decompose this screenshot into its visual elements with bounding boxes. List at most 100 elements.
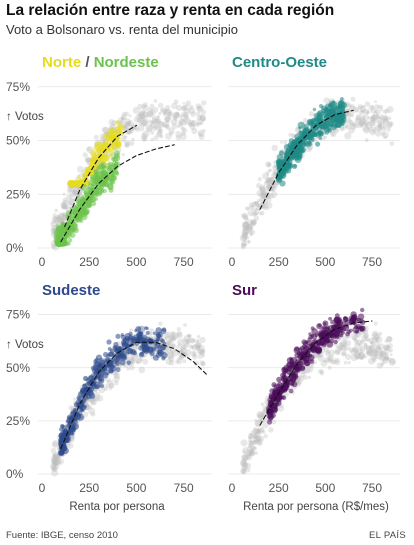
background-point	[389, 348, 394, 353]
background-point	[256, 411, 264, 418]
large-municipality-point	[325, 112, 340, 126]
background-point	[150, 108, 154, 113]
background-point	[359, 346, 366, 353]
background-point	[66, 194, 72, 200]
background-point	[259, 212, 263, 216]
background-point	[197, 118, 204, 126]
background-point	[95, 392, 101, 397]
background-point	[268, 168, 272, 172]
data-point-sur	[333, 339, 338, 345]
data-point-sudeste	[125, 351, 130, 355]
panel-title-part: Nordeste	[94, 54, 159, 71]
background-point	[373, 111, 379, 117]
background-point	[241, 458, 247, 464]
data-point-sur	[290, 362, 294, 367]
background-point	[377, 104, 382, 109]
background-point	[354, 349, 359, 354]
background-point	[371, 114, 378, 121]
background-point	[368, 337, 375, 344]
background-point	[330, 132, 335, 137]
background-point	[106, 379, 110, 384]
background-point	[199, 114, 207, 121]
background-point	[193, 354, 197, 358]
background-point	[323, 97, 330, 104]
background-point	[363, 119, 371, 127]
background-point	[350, 114, 354, 118]
background-point	[165, 124, 171, 130]
background-point	[345, 111, 352, 119]
background-point	[162, 120, 170, 128]
background-point	[374, 350, 380, 356]
background-point	[246, 454, 253, 461]
background-point	[313, 138, 318, 143]
background-point	[267, 178, 274, 185]
data-point-sudeste	[160, 328, 167, 335]
background-point	[341, 351, 347, 357]
background-point	[167, 351, 175, 359]
data-point-centro-oeste	[311, 118, 319, 126]
background-point	[176, 331, 182, 337]
background-point	[375, 109, 381, 115]
data-point-sudeste	[128, 348, 134, 354]
background-point	[60, 201, 67, 207]
background-point	[244, 206, 250, 211]
background-point	[139, 113, 146, 119]
data-point-centro-oeste	[316, 111, 322, 117]
background-point	[247, 240, 251, 244]
background-point	[249, 452, 254, 457]
background-point	[141, 132, 148, 140]
background-point	[384, 356, 389, 361]
x-tick-label: 0	[39, 481, 46, 495]
background-point	[349, 122, 354, 127]
large-municipality-point	[310, 122, 322, 134]
background-point	[381, 114, 389, 122]
data-point-nordeste	[56, 241, 62, 247]
background-point	[242, 447, 249, 454]
background-point	[159, 134, 164, 139]
background-point	[50, 220, 57, 228]
background-point	[62, 197, 69, 204]
background-point	[382, 351, 389, 359]
background-point	[255, 435, 262, 442]
background-point	[188, 122, 193, 128]
background-point	[137, 103, 143, 110]
background-point	[253, 427, 257, 431]
background-point	[122, 138, 126, 143]
background-point	[182, 359, 187, 364]
background-point	[247, 435, 252, 440]
background-point	[246, 219, 253, 226]
background-point	[158, 321, 163, 326]
background-point	[51, 469, 59, 477]
background-point	[320, 359, 328, 367]
background-point	[199, 114, 203, 119]
background-point	[50, 447, 57, 454]
data-point-sudeste	[83, 375, 89, 382]
background-point	[268, 169, 272, 173]
background-point	[188, 104, 194, 110]
background-point	[188, 119, 195, 126]
data-point-sudeste	[119, 359, 126, 366]
data-point-sudeste	[135, 342, 139, 347]
background-point	[262, 406, 268, 412]
background-point	[181, 337, 186, 343]
background-point	[261, 203, 266, 208]
data-point-sur	[330, 319, 335, 325]
background-point	[350, 96, 356, 102]
background-point	[246, 226, 253, 232]
background-point	[183, 112, 190, 118]
background-point	[245, 452, 252, 459]
background-point	[382, 356, 387, 362]
background-point	[260, 414, 265, 419]
data-point-centro-oeste	[294, 148, 301, 155]
background-point	[265, 180, 269, 184]
background-point	[248, 441, 254, 446]
data-point-nordeste	[97, 185, 102, 190]
background-point	[146, 111, 153, 118]
background-point	[58, 457, 61, 460]
data-point-centro-oeste	[295, 137, 303, 145]
background-point	[54, 219, 59, 224]
background-point	[301, 370, 306, 375]
background-point	[241, 235, 247, 241]
data-point-sudeste	[155, 327, 162, 334]
trend-line-1	[60, 144, 175, 243]
